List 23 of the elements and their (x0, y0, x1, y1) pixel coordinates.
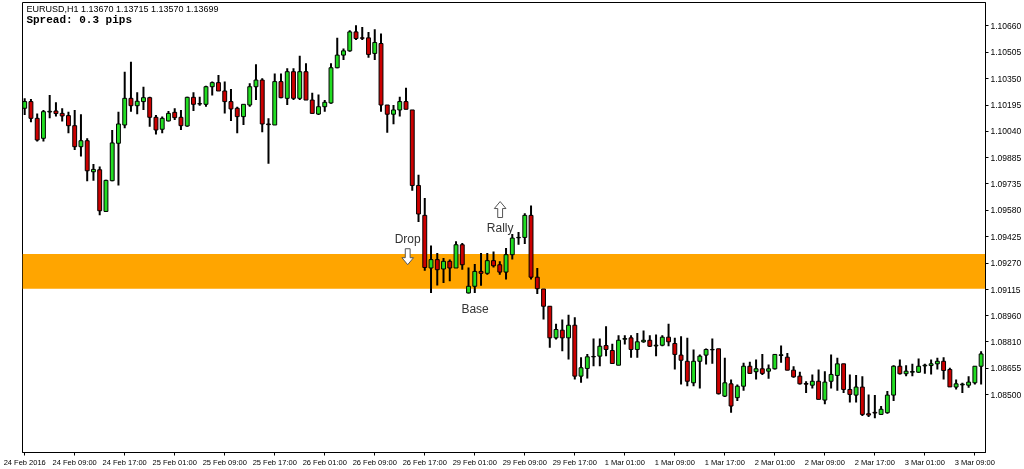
y-tick-label: 1.08500 (990, 389, 1022, 400)
annotation: Drop (394, 231, 422, 246)
y-tick-label: 1.10505 (990, 47, 1022, 58)
y-tick-label: 1.10040 (990, 126, 1022, 137)
y-tick-label: 1.09580 (990, 205, 1022, 216)
y-tick-label: 1.08960 (990, 311, 1022, 321)
candlestick (672, 336, 678, 371)
y-tick-label: 1.09885 (990, 152, 1022, 163)
candlestick (678, 335, 684, 386)
y-tick-label: 1.10195 (990, 100, 1022, 111)
annotation: Rally (486, 220, 514, 235)
y-tick-label: 1.10350 (990, 73, 1022, 84)
candlestick (872, 394, 878, 420)
y-tick-label: 1.09270 (990, 258, 1022, 269)
y-tick-label: 1.08655 (990, 363, 1022, 374)
y-tick-label: 1.08810 (990, 336, 1022, 347)
band-label: Base (461, 301, 490, 316)
y-tick-label: 1.09425 (990, 231, 1022, 242)
chart-title: EURUSD,H1 1.13670 1.13715 1.13570 1.13699 (26, 4, 219, 15)
text: Spread: 0.3 pips (26, 14, 133, 27)
y-tick-label: 1.09115 (990, 284, 1021, 295)
y-tick-label: 1.09735 (990, 178, 1022, 189)
y-tick-label: 1.10660 (990, 20, 1022, 31)
